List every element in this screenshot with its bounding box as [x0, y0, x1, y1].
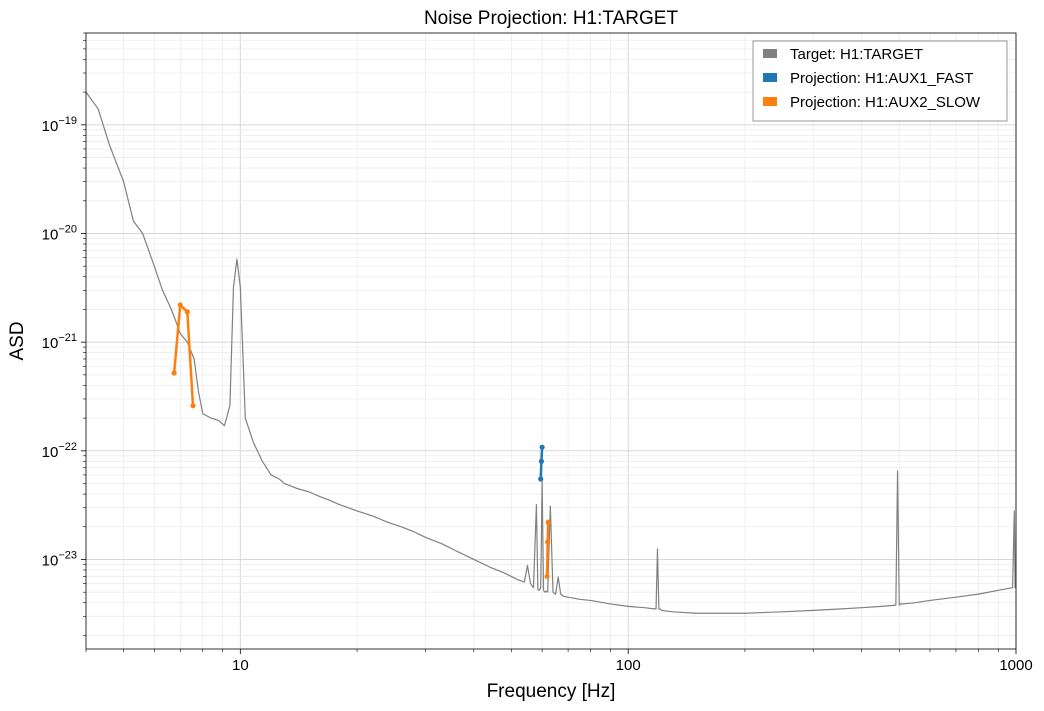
- legend-swatch-aux2: [763, 97, 777, 106]
- y-tick-label: 10−21: [42, 332, 77, 352]
- aux1-point: [539, 444, 545, 450]
- legend: Target: H1:TARGET Projection: H1:AUX1_FA…: [752, 40, 1008, 122]
- aux2-point: [177, 302, 183, 308]
- legend-label-aux1: Projection: H1:AUX1_FAST: [790, 70, 973, 87]
- y-axis-label: ASD: [7, 321, 28, 360]
- legend-box: [752, 40, 1008, 122]
- target-series-line: [86, 91, 1016, 614]
- y-tick-label: 10−23: [42, 549, 77, 569]
- aux2-point: [545, 519, 551, 525]
- aux2-series-line: [545, 522, 550, 577]
- y-tick-label: 10−19: [42, 115, 77, 135]
- aux2-point: [190, 403, 196, 409]
- grid-lines: [85, 32, 1017, 649]
- y-tick-label: 10−20: [42, 223, 77, 243]
- legend-swatch-aux1: [763, 73, 777, 82]
- x-axis-ticks: 10 100 1000: [85, 649, 1033, 674]
- aux2-point: [171, 370, 177, 376]
- legend-label-target: Target: H1:TARGET: [790, 46, 923, 63]
- y-axis-ticks: 10−19 10−20 10−21 10−22 10−23: [42, 32, 86, 636]
- aux1-point: [538, 476, 544, 482]
- chart-title: Noise Projection: H1:TARGET: [424, 8, 679, 29]
- x-tick-label: 1000: [999, 657, 1032, 674]
- data-layer: [86, 91, 1016, 614]
- aux2-point: [545, 539, 551, 545]
- y-tick-label: 10−22: [42, 441, 77, 461]
- aux2-point: [544, 573, 550, 579]
- aux2-series-line: [172, 303, 195, 406]
- x-tick-label: 10: [232, 657, 249, 674]
- plot-frame: [85, 32, 1017, 650]
- x-tick-label: 100: [616, 657, 641, 674]
- aux1-point: [538, 458, 545, 464]
- x-axis-label: Frequency [Hz]: [487, 681, 616, 702]
- legend-swatch-target: [763, 49, 777, 58]
- legend-label-aux2: Projection: H1:AUX2_SLOW: [790, 94, 981, 111]
- aux2-point: [184, 309, 190, 315]
